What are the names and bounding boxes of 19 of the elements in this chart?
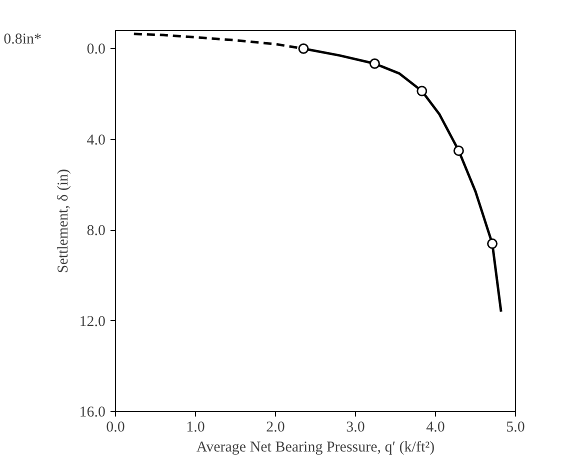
x-axis-title: Average Net Bearing Pressure, q′ (k/ft²): [196, 440, 435, 456]
point: [298, 43, 309, 54]
y-tick-label: 4.0: [86, 132, 106, 148]
x-tick-label: 2.0: [266, 420, 285, 436]
x-tick-label: 5.0: [506, 420, 525, 436]
y-tick-label: 12.0: [79, 314, 106, 330]
x-tick-label: 1.0: [186, 420, 205, 436]
y-axis-title: Settlement, δ (in): [55, 168, 72, 274]
point: [453, 145, 464, 156]
point: [416, 86, 428, 96]
point: [487, 238, 498, 249]
text: 0.8in*: [4, 32, 42, 48]
point: [369, 58, 380, 69]
x-tick-label: 4.0: [426, 420, 445, 436]
y-tick-label: 8.0: [86, 223, 106, 240]
y-tick-label: 16.0: [79, 404, 106, 420]
x-tick-label: 0.0: [106, 420, 125, 436]
y-tick-label: 0.0: [86, 42, 106, 58]
x-tick-label: 3.0: [346, 420, 365, 436]
